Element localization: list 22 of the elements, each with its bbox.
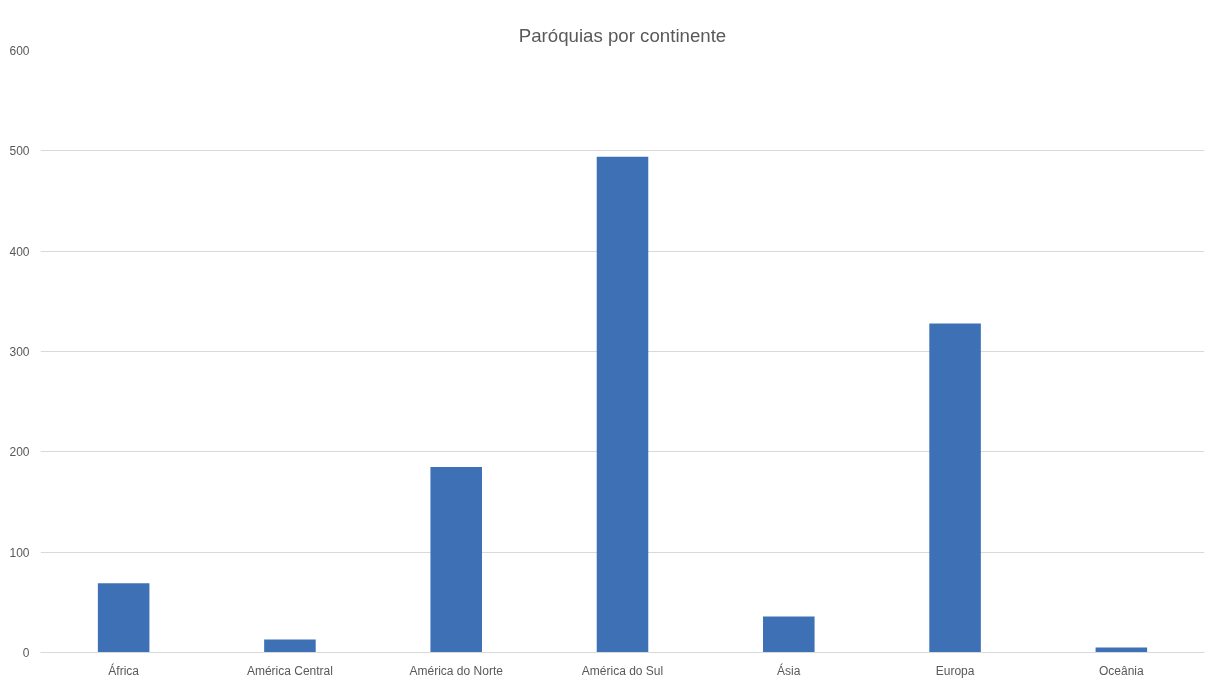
- x-tick-label: América Central: [246, 663, 333, 678]
- bar: [430, 466, 482, 653]
- x-tick-label: América do Norte: [409, 663, 504, 678]
- x-tick-label: Europa: [935, 663, 975, 678]
- bar: [763, 616, 815, 653]
- x-tick-label: Oceânia: [1099, 663, 1145, 678]
- chart-title: Paróquias por continente: [518, 24, 727, 46]
- y-tick-label: 500: [9, 144, 30, 159]
- y-tick-label: 0: [22, 646, 30, 660]
- bar: [1095, 647, 1148, 653]
- y-tick-label: 400: [9, 244, 30, 259]
- bar: [929, 323, 981, 653]
- bar: [264, 639, 316, 653]
- bar: [596, 156, 649, 653]
- x-tick-label: América do Sul: [581, 663, 664, 678]
- x-tick-label: África: [108, 662, 140, 678]
- y-tick-label: 100: [9, 545, 30, 560]
- x-tick-label: Ásia: [777, 662, 801, 678]
- bar: [97, 583, 150, 653]
- y-tick-label: 600: [9, 44, 30, 58]
- y-tick-label: 300: [9, 345, 30, 359]
- y-tick-label: 200: [9, 445, 30, 460]
